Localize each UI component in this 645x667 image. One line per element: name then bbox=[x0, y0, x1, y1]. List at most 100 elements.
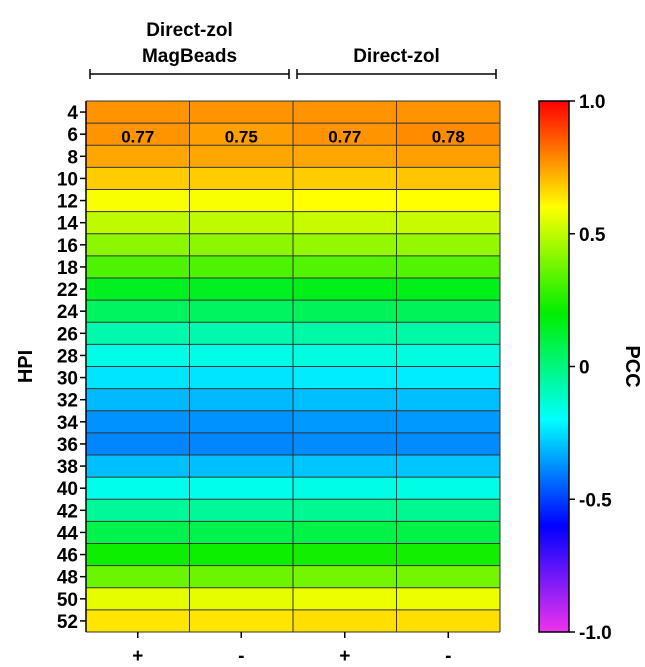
heatmap-cell bbox=[396, 366, 500, 389]
heatmap-cell bbox=[86, 322, 190, 345]
heatmap-cell bbox=[293, 278, 397, 301]
heatmap-cell bbox=[86, 366, 190, 389]
heatmap-cell bbox=[86, 432, 190, 455]
colorbar-gradient bbox=[538, 100, 570, 633]
y-tick-label: 52 bbox=[57, 612, 78, 633]
y-tick-label: 28 bbox=[57, 346, 78, 367]
heatmap-cell bbox=[293, 145, 397, 168]
colorbar-tick-label: 0.5 bbox=[579, 225, 606, 246]
heatmap-cell bbox=[396, 587, 500, 610]
heatmap-cell bbox=[293, 233, 397, 256]
heatmap-cell bbox=[293, 255, 397, 278]
y-tick-label: 6 bbox=[67, 125, 78, 146]
heatmap-cell bbox=[86, 477, 190, 500]
heatmap-cell bbox=[293, 344, 397, 367]
heatmap-cell bbox=[86, 344, 190, 367]
heatmap-cell bbox=[86, 609, 190, 632]
group-label: MagBeads bbox=[142, 46, 237, 67]
heatmap-cell bbox=[86, 167, 190, 190]
y-axis-label: HPI bbox=[15, 350, 37, 383]
colorbar-tick-label: 0 bbox=[579, 358, 590, 379]
heatmap-cell bbox=[293, 432, 397, 455]
heatmap-cell bbox=[189, 167, 293, 190]
heatmap-cell bbox=[293, 300, 397, 323]
y-tick-label: 14 bbox=[57, 214, 79, 235]
cell-value-label: 0.78 bbox=[432, 127, 465, 146]
heatmap-cell bbox=[189, 211, 293, 234]
heatmap-cell bbox=[396, 101, 500, 124]
heatmap-cell bbox=[189, 189, 293, 212]
group-label: Direct-zol bbox=[146, 20, 233, 41]
heatmap-cells bbox=[86, 101, 500, 632]
heatmap-cell bbox=[189, 543, 293, 566]
colorbar-label: PCC bbox=[621, 345, 643, 387]
heatmap-cell bbox=[396, 521, 500, 544]
heatmap-cell bbox=[189, 145, 293, 168]
y-tick-label: 34 bbox=[57, 413, 79, 434]
colorbar-tick-label: -1.0 bbox=[579, 623, 612, 644]
heatmap-cell bbox=[86, 255, 190, 278]
heatmap-cell bbox=[293, 211, 397, 234]
y-tick-label: 40 bbox=[57, 479, 78, 500]
heatmap-cell bbox=[189, 521, 293, 544]
y-tick-label: 44 bbox=[57, 523, 79, 544]
heatmap-cell bbox=[293, 521, 397, 544]
heatmap-cell bbox=[189, 101, 293, 124]
y-axis: 4681012141618222426283032343638404244464… bbox=[15, 101, 87, 633]
heatmap-cell bbox=[189, 366, 293, 389]
heatmap-cell bbox=[293, 366, 397, 389]
y-tick-label: 32 bbox=[57, 391, 78, 412]
heatmap-cell bbox=[86, 145, 190, 168]
heatmap-cell bbox=[86, 388, 190, 411]
heatmap-cell bbox=[86, 410, 190, 433]
heatmap-grid bbox=[85, 100, 501, 633]
heatmap-cell bbox=[293, 499, 397, 522]
colorbar-tick-label: -0.5 bbox=[579, 490, 612, 511]
heatmap-cell bbox=[396, 410, 500, 433]
heatmap-cell bbox=[396, 609, 500, 632]
y-tick-label: 12 bbox=[57, 192, 78, 213]
heatmap-cell bbox=[396, 255, 500, 278]
heatmap-cell bbox=[189, 255, 293, 278]
heatmap-cell bbox=[189, 565, 293, 588]
heatmap-cell bbox=[189, 388, 293, 411]
heatmap-cell bbox=[293, 587, 397, 610]
heatmap-cell bbox=[189, 278, 293, 301]
heatmap-cell bbox=[189, 499, 293, 522]
heatmap-cell bbox=[86, 101, 190, 124]
heatmap-cell bbox=[86, 455, 190, 478]
group-label: Direct-zol bbox=[353, 46, 440, 67]
heatmap-cell bbox=[86, 278, 190, 301]
x-tick-label: + bbox=[339, 646, 350, 667]
heatmap-cell bbox=[189, 344, 293, 367]
heatmap-cell bbox=[396, 477, 500, 500]
heatmap-cell bbox=[396, 455, 500, 478]
heatmap-cell bbox=[396, 300, 500, 323]
heatmap-cell bbox=[396, 145, 500, 168]
x-tick-label: - bbox=[238, 646, 244, 667]
y-tick-label: 22 bbox=[57, 280, 78, 301]
y-tick-label: 30 bbox=[57, 369, 78, 390]
heatmap-cell bbox=[189, 410, 293, 433]
heatmap-cell bbox=[293, 477, 397, 500]
heatmap-cell bbox=[189, 432, 293, 455]
heatmap-cell bbox=[396, 565, 500, 588]
heatmap-cell bbox=[189, 300, 293, 323]
heatmap-cell bbox=[396, 189, 500, 212]
y-tick-label: 46 bbox=[57, 546, 78, 567]
heatmap-cell bbox=[293, 101, 397, 124]
x-tick-label: + bbox=[132, 646, 143, 667]
heatmap-cell bbox=[86, 521, 190, 544]
y-tick-label: 26 bbox=[57, 324, 78, 345]
heatmap-cell bbox=[293, 123, 397, 146]
heatmap-cell bbox=[293, 322, 397, 345]
y-tick-label: 38 bbox=[57, 457, 78, 478]
heatmap-cell bbox=[189, 123, 293, 146]
heatmap-cell bbox=[189, 233, 293, 256]
heatmap-cell bbox=[396, 344, 500, 367]
heatmap-cell bbox=[86, 189, 190, 212]
y-tick-label: 8 bbox=[67, 147, 78, 168]
colorbar-tick-label: 1.0 bbox=[579, 92, 605, 113]
y-tick-label: 24 bbox=[57, 302, 79, 323]
y-tick-label: 42 bbox=[57, 501, 78, 522]
